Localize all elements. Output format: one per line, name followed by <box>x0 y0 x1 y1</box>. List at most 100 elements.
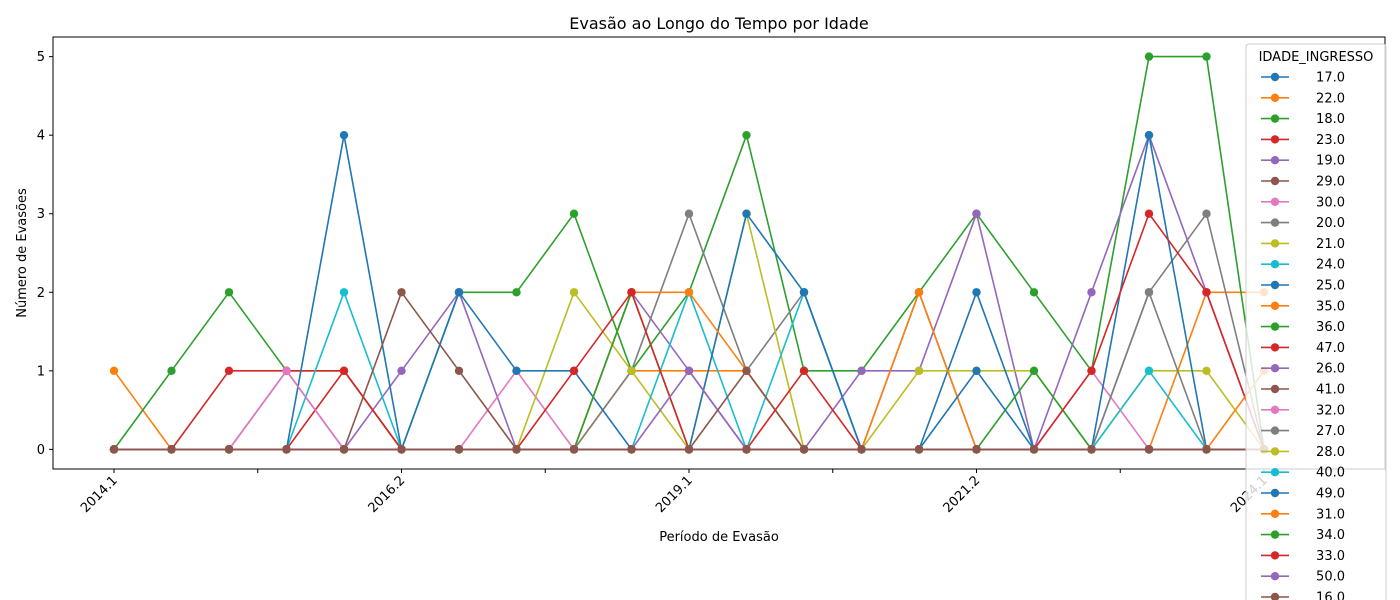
legend-label: 30.0 <box>1316 195 1345 210</box>
legend-marker <box>1270 509 1280 518</box>
y-tick-label: 4 <box>37 129 45 144</box>
data-point <box>684 288 694 297</box>
series-line <box>114 369 1264 451</box>
data-point <box>1144 52 1154 61</box>
legend-marker <box>1270 530 1280 539</box>
legend-entry: 34.0 <box>1261 528 1345 543</box>
y-tick-label: 0 <box>37 443 45 458</box>
data-point <box>857 366 866 376</box>
chart-title: Evasão ao Longo do Tempo por Idade <box>569 14 869 33</box>
data-point <box>167 366 176 376</box>
y-tick-label: 2 <box>37 286 45 301</box>
data-point <box>857 445 866 454</box>
legend-entry: 47.0 <box>1261 341 1345 356</box>
legend-label: 20.0 <box>1316 216 1345 231</box>
x-tick-label: 2014.1 <box>78 473 121 516</box>
legend-label: 35.0 <box>1316 299 1345 314</box>
legend-marker <box>1270 239 1280 248</box>
data-point <box>799 366 809 376</box>
legend-label: 41.0 <box>1316 383 1345 398</box>
legend-entry: 33.0 <box>1261 549 1345 564</box>
data-point <box>627 288 636 297</box>
legend-entry: 50.0 <box>1261 570 1345 585</box>
legend-label: 40.0 <box>1316 466 1345 481</box>
data-point <box>1087 288 1096 297</box>
legend-marker <box>1270 426 1280 435</box>
series-18.0 <box>109 52 1269 454</box>
data-point <box>1144 130 1154 140</box>
series-line <box>114 369 1264 451</box>
plot-area <box>109 52 1269 454</box>
data-point <box>799 445 809 454</box>
legend-marker <box>1270 72 1280 82</box>
legend-entry: 40.0 <box>1261 466 1345 481</box>
legend-marker <box>1270 156 1280 165</box>
x-tick-label: 2021.2 <box>941 473 984 516</box>
legend-label: 50.0 <box>1316 570 1345 585</box>
x-tick-label: 2019.1 <box>653 473 696 516</box>
legend-entry: 30.0 <box>1261 195 1345 210</box>
data-point <box>512 445 521 454</box>
series-line <box>114 369 1264 451</box>
data-point <box>1029 288 1039 297</box>
plot-frame <box>52 36 1386 470</box>
legend-label: 36.0 <box>1316 320 1345 335</box>
legend-marker <box>1270 384 1280 394</box>
data-point <box>742 209 751 218</box>
legend-marker <box>1270 218 1280 227</box>
series-line <box>114 212 1265 451</box>
data-point <box>339 445 349 454</box>
data-point <box>1087 366 1096 376</box>
legend-entry: 31.0 <box>1261 507 1345 522</box>
data-point <box>1144 288 1154 297</box>
legend-marker <box>1270 592 1280 600</box>
legend-entry: 26.0 <box>1261 362 1345 377</box>
legend-label: 47.0 <box>1316 341 1345 356</box>
x-axis-label: Período de Evasão <box>659 530 779 545</box>
legend-entry: 29.0 <box>1261 175 1345 190</box>
legend-label: 16.0 <box>1316 591 1345 600</box>
legend-marker <box>1270 93 1280 103</box>
y-tick-label: 1 <box>37 364 45 379</box>
data-point <box>972 366 981 376</box>
legend-label: 34.0 <box>1316 528 1345 543</box>
data-point <box>1202 209 1211 218</box>
legend-entry: 41.0 <box>1261 383 1345 398</box>
data-point <box>799 288 809 297</box>
data-point <box>397 366 406 376</box>
legend-label: 21.0 <box>1316 237 1345 252</box>
data-point <box>454 445 464 454</box>
legend-label: 32.0 <box>1316 403 1345 418</box>
data-point <box>972 209 981 218</box>
series-line <box>113 55 1265 451</box>
legend-label: 27.0 <box>1316 424 1345 439</box>
legend-label: 22.0 <box>1316 91 1345 106</box>
y-axis-label: Número de Evasões <box>15 188 30 318</box>
data-point <box>1087 445 1096 454</box>
legend-title: IDADE_INGRESSO <box>1259 50 1374 65</box>
legend-label: 24.0 <box>1316 258 1345 273</box>
data-point <box>109 445 119 454</box>
legend-entry: 49.0 <box>1261 487 1345 502</box>
data-point <box>167 445 176 454</box>
data-point <box>569 445 579 454</box>
data-point <box>972 445 981 454</box>
legend-entry: 17.0 <box>1261 71 1345 86</box>
legend-label: 26.0 <box>1316 362 1345 377</box>
data-point <box>224 288 234 297</box>
legend-marker <box>1270 280 1280 290</box>
legend-marker <box>1270 301 1280 310</box>
legend-entry: 28.0 <box>1261 445 1345 460</box>
x-tick-label: 2016.2 <box>366 473 409 516</box>
series-20.0 <box>109 209 1269 454</box>
data-point <box>684 209 694 218</box>
legend-entry: 35.0 <box>1261 299 1345 314</box>
legend-marker <box>1270 197 1280 206</box>
data-point <box>914 366 924 376</box>
series-21.0 <box>109 209 1269 454</box>
legend-marker <box>1270 260 1280 269</box>
legend-label: 31.0 <box>1316 507 1345 522</box>
legend-entry: 18.0 <box>1261 112 1345 127</box>
data-point <box>684 445 694 454</box>
data-point <box>454 366 464 376</box>
